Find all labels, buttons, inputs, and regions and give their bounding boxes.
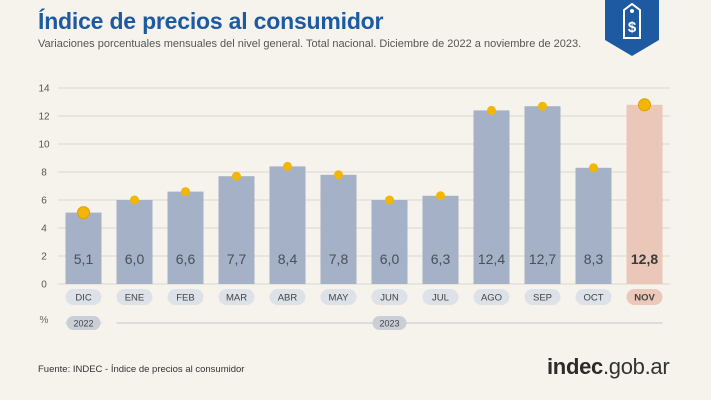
data-point [589, 163, 598, 173]
bar [575, 167, 612, 284]
y-tick-label: 4 [41, 224, 47, 235]
bar [218, 176, 255, 284]
x-tick-label: JUN [380, 293, 399, 304]
bar [626, 104, 663, 284]
data-point [638, 98, 651, 112]
x-tick-label: ENE [125, 293, 145, 304]
bar [524, 106, 561, 284]
data-point [385, 195, 394, 205]
data-label: 8,3 [584, 251, 604, 267]
x-tick-label: SEP [533, 293, 552, 304]
category-pill [320, 289, 357, 305]
category-pill [116, 289, 153, 305]
year-label: 2023 [379, 319, 399, 329]
data-label: 12,4 [478, 251, 505, 267]
data-label: 7,8 [329, 251, 349, 267]
y-tick-label: 14 [38, 84, 50, 95]
indec-logo[interactable]: indec.gob.ar [547, 354, 670, 380]
category-pill [269, 289, 306, 305]
data-point [283, 161, 292, 171]
data-label: 7,7 [227, 251, 247, 267]
price-tag-dollar-icon: $ [605, 0, 659, 56]
chart-title: Índice de precios al consumidor [38, 8, 384, 34]
bar [320, 174, 357, 284]
category-pill [371, 289, 408, 305]
bar [371, 200, 408, 284]
x-tick-label: OCT [583, 293, 603, 304]
bar [422, 195, 459, 284]
x-tick-label: DIC [75, 293, 92, 304]
category-pill [218, 289, 255, 305]
x-tick-label: FEB [176, 293, 194, 304]
logo-main: indec [547, 354, 603, 379]
y-tick-label: 6 [41, 196, 47, 207]
x-tick-label: NOV [634, 293, 655, 304]
bar [65, 212, 102, 284]
bar [473, 110, 510, 285]
data-point [77, 206, 90, 220]
source-note: Fuente: INDEC - Índice de precios al con… [38, 364, 245, 375]
data-point [487, 105, 496, 115]
data-label: 6,0 [125, 251, 145, 267]
x-tick-label: MAY [329, 293, 350, 304]
data-point [538, 101, 547, 111]
data-point [181, 187, 190, 197]
bar [116, 200, 153, 284]
data-point [436, 191, 445, 201]
data-label: 12,8 [631, 251, 658, 267]
category-pill [626, 289, 663, 305]
logo-domain: .gob.ar [602, 354, 670, 379]
x-tick-label: JUL [432, 293, 449, 304]
data-label: 6,3 [431, 251, 451, 267]
data-point [232, 171, 241, 181]
x-tick-label: AGO [481, 293, 502, 304]
bar [269, 166, 306, 284]
y-tick-label: 10 [38, 140, 50, 151]
year-label: 2022 [73, 319, 93, 329]
dollar-symbol: $ [628, 19, 637, 36]
data-point [334, 170, 343, 180]
year-pill [372, 316, 407, 330]
bar [167, 191, 204, 284]
x-tick-label: ABR [278, 293, 298, 304]
x-tick-label: MAR [226, 293, 247, 304]
data-point [130, 195, 139, 205]
chart-subtitle: Variaciones porcentuales mensuales del n… [38, 38, 582, 50]
data-label: 6,0 [380, 251, 400, 267]
data-label: 5,1 [74, 251, 94, 267]
data-label: 12,7 [529, 251, 556, 267]
category-pill [473, 289, 510, 305]
category-pill [575, 289, 612, 305]
y-tick-label: 2 [41, 252, 47, 263]
category-pill [167, 289, 204, 305]
data-label: 6,6 [176, 251, 196, 267]
category-pill [65, 289, 102, 305]
data-label: 8,4 [278, 251, 298, 267]
y-tick-label: 12 [38, 112, 50, 123]
category-pill [524, 289, 561, 305]
y-tick-label: 8 [41, 168, 47, 179]
year-pill [66, 316, 101, 330]
category-pill [422, 289, 459, 305]
unit-label: % [40, 315, 49, 326]
y-tick-label: 0 [41, 280, 47, 291]
